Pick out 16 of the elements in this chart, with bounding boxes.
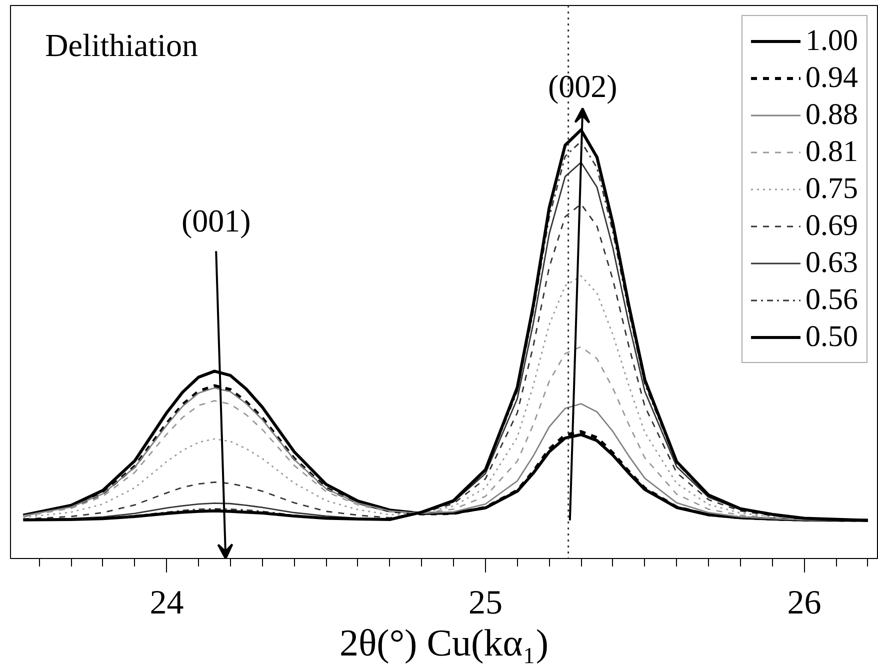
legend-label: 0.88	[806, 98, 858, 132]
legend-label: 0.69	[806, 209, 858, 243]
annotation: (001)	[181, 202, 251, 238]
x-tick-label: 26	[787, 584, 822, 622]
legend-label: 0.94	[806, 61, 858, 95]
legend-label: 0.56	[806, 283, 858, 317]
x-tick-label: 24	[150, 584, 184, 622]
legend-label: 1.00	[806, 24, 858, 58]
legend-label: 0.81	[806, 135, 858, 169]
x-tick-label: 25	[468, 584, 502, 622]
legend-label: 0.50	[806, 320, 858, 354]
text: Delithiation	[45, 26, 198, 63]
legend-label: 0.75	[806, 172, 858, 206]
x-axis-title: 2θ(°) Cu(kα₁)	[339, 622, 549, 664]
legend-label: 0.63	[806, 246, 858, 280]
text: (002)	[548, 68, 618, 104]
